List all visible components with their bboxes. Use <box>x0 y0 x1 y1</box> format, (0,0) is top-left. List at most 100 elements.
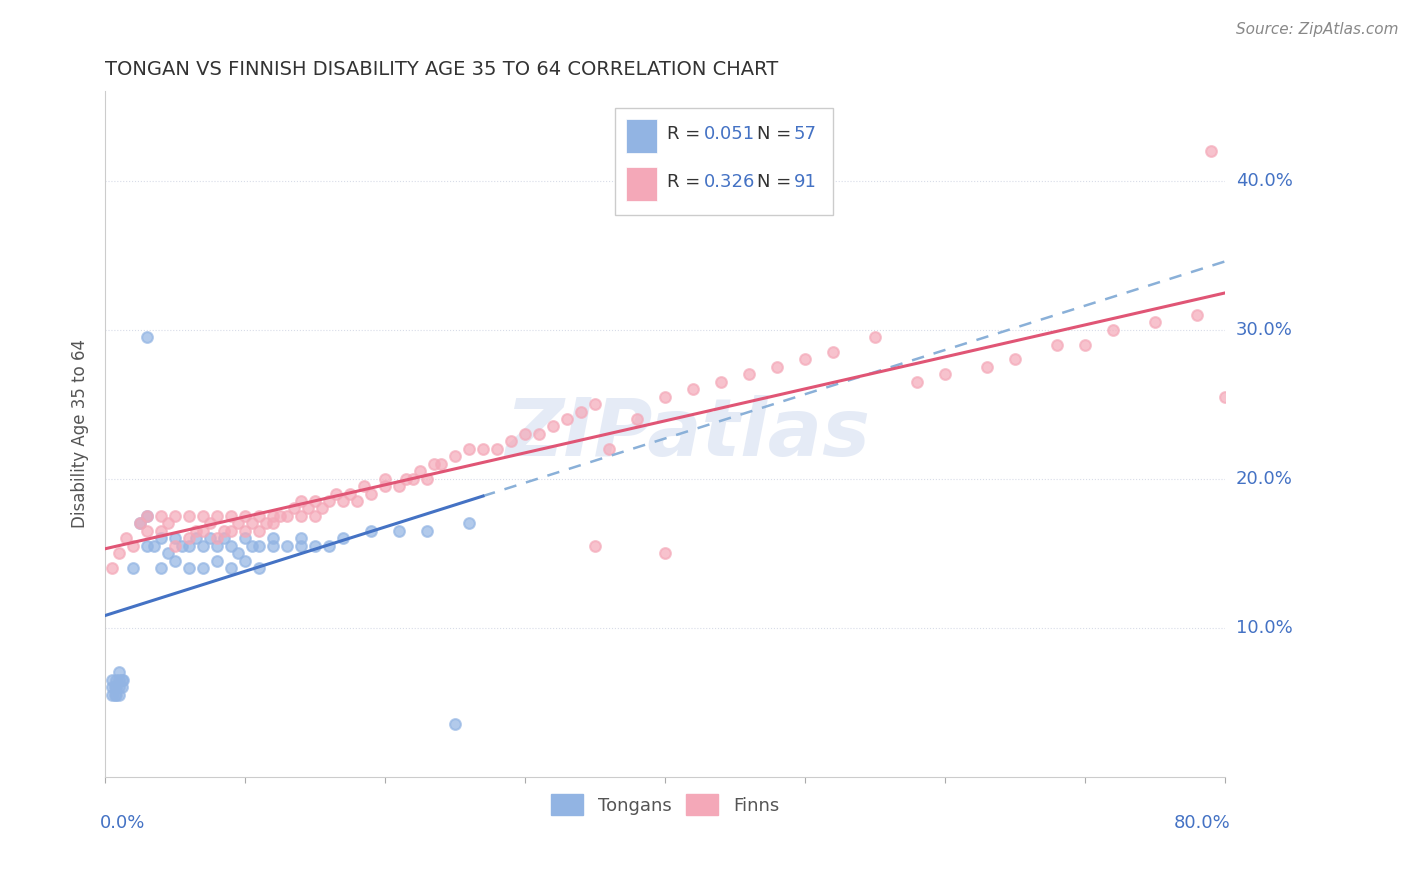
Point <box>416 524 439 538</box>
Text: N =: N = <box>756 173 797 192</box>
Point <box>254 516 277 531</box>
Point <box>863 330 886 344</box>
Point <box>247 524 270 538</box>
Point <box>290 508 312 523</box>
Point <box>191 561 214 575</box>
Point <box>444 717 467 731</box>
Text: 30.0%: 30.0% <box>1236 320 1292 339</box>
Point <box>212 524 235 538</box>
Point <box>108 546 131 560</box>
Point <box>682 382 704 396</box>
Point <box>276 539 298 553</box>
Point <box>283 501 305 516</box>
Point <box>247 539 270 553</box>
Text: TONGAN VS FINNISH DISABILITY AGE 35 TO 64 CORRELATION CHART: TONGAN VS FINNISH DISABILITY AGE 35 TO 6… <box>105 60 779 78</box>
Legend: Tongans, Finns: Tongans, Finns <box>544 787 786 822</box>
Point <box>165 508 187 523</box>
Point <box>1073 337 1095 351</box>
Point <box>1046 337 1069 351</box>
Point <box>360 524 382 538</box>
Point <box>186 531 208 545</box>
Point <box>402 472 425 486</box>
Point <box>766 359 789 374</box>
Point <box>710 375 733 389</box>
Point <box>353 479 375 493</box>
Point <box>304 494 326 508</box>
Point <box>136 508 159 523</box>
Point <box>654 390 676 404</box>
Point <box>339 486 361 500</box>
Point <box>318 539 340 553</box>
Point <box>150 524 173 538</box>
Point <box>485 442 508 456</box>
Point <box>122 561 145 575</box>
Point <box>934 368 956 382</box>
Point <box>205 531 228 545</box>
Point <box>115 531 138 545</box>
Point <box>388 479 411 493</box>
Point <box>262 508 284 523</box>
FancyBboxPatch shape <box>626 168 657 202</box>
Point <box>374 472 396 486</box>
Point <box>793 352 815 367</box>
Text: 57: 57 <box>793 126 817 144</box>
Point <box>198 531 221 545</box>
Point <box>416 472 439 486</box>
Text: 40.0%: 40.0% <box>1236 171 1292 190</box>
Point <box>205 553 228 567</box>
Point <box>1185 308 1208 322</box>
Point <box>1199 144 1222 158</box>
Point <box>360 486 382 500</box>
Point <box>129 516 152 531</box>
Point <box>583 397 606 411</box>
Point <box>240 539 263 553</box>
Point <box>108 688 131 702</box>
Point <box>136 330 159 344</box>
Point <box>111 680 134 694</box>
Point <box>191 539 214 553</box>
Point <box>247 561 270 575</box>
Point <box>191 508 214 523</box>
Text: N =: N = <box>756 126 797 144</box>
Point <box>976 359 998 374</box>
Point <box>233 508 256 523</box>
Point <box>101 680 124 694</box>
Point <box>409 464 432 478</box>
Point <box>112 673 135 687</box>
Point <box>191 524 214 538</box>
Point <box>136 524 159 538</box>
Point <box>247 508 270 523</box>
Point <box>297 501 319 516</box>
Point <box>346 494 368 508</box>
Point <box>136 539 159 553</box>
Point <box>262 531 284 545</box>
Point <box>105 680 128 694</box>
Text: 0.051: 0.051 <box>704 126 755 144</box>
Point <box>1004 352 1026 367</box>
Point <box>150 508 173 523</box>
Point <box>111 673 134 687</box>
Point <box>423 457 446 471</box>
Text: 10.0%: 10.0% <box>1236 619 1292 637</box>
Point <box>219 508 242 523</box>
Point <box>290 539 312 553</box>
Point <box>332 494 354 508</box>
Point <box>290 531 312 545</box>
Point <box>311 501 333 516</box>
Point <box>458 516 481 531</box>
Point <box>104 680 127 694</box>
Point <box>527 426 550 441</box>
Point <box>458 442 481 456</box>
Text: 91: 91 <box>793 173 817 192</box>
Point <box>226 516 249 531</box>
Point <box>821 345 844 359</box>
Point <box>583 539 606 553</box>
Point <box>129 516 152 531</box>
Point <box>179 508 201 523</box>
Point <box>108 673 131 687</box>
Point <box>205 539 228 553</box>
Text: R =: R = <box>666 126 706 144</box>
Point <box>219 524 242 538</box>
Point <box>219 539 242 553</box>
Point <box>157 546 180 560</box>
